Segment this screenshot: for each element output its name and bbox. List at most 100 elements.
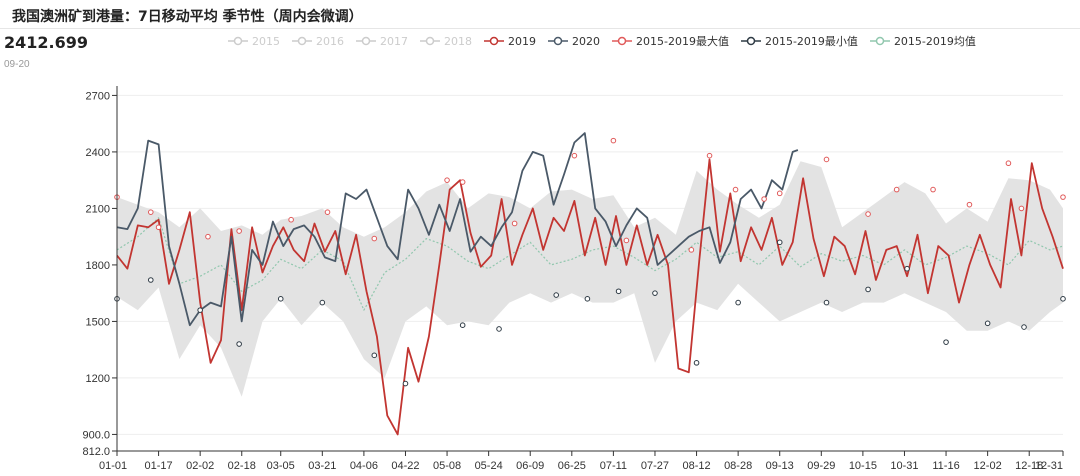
legend-item-2015-2019均值[interactable]: 2015-2019均值 xyxy=(869,33,976,49)
x-tick-label: 11-16 xyxy=(932,460,959,472)
legend-item-2020[interactable]: 2020 xyxy=(548,35,600,48)
legend-line-circle-icon xyxy=(740,36,761,46)
legend-line-circle-icon xyxy=(292,36,312,46)
x-tick-label: 10-31 xyxy=(890,460,918,472)
legend-item-2015[interactable]: 2015 xyxy=(228,35,280,48)
min-point xyxy=(904,265,910,272)
max-point xyxy=(610,137,617,144)
max-point xyxy=(1005,160,1012,167)
x-tick-label: 03-05 xyxy=(267,460,295,472)
legend-item-2019[interactable]: 2019 xyxy=(484,35,536,48)
max-point xyxy=(371,235,378,242)
min-point xyxy=(459,322,466,328)
min-point xyxy=(147,277,154,283)
y-tick-label: 1800 xyxy=(86,260,110,272)
min-point xyxy=(277,296,284,302)
min-point xyxy=(236,341,242,347)
max-point xyxy=(511,220,518,227)
x-tick-label: 12-02 xyxy=(974,460,1002,472)
legend-item-2017[interactable]: 2017 xyxy=(356,35,408,48)
min-point xyxy=(1021,324,1027,330)
series-line-2020 xyxy=(116,132,799,327)
y-tick-label: 2400 xyxy=(86,147,110,159)
min-point xyxy=(553,292,560,298)
max-point xyxy=(623,237,630,244)
chart-title: 我国澳洲矿到港量：7日移动平均 季节性（周内会微调） xyxy=(12,9,363,25)
legend-line-circle-icon xyxy=(420,36,440,46)
max-point xyxy=(459,179,466,185)
legend-label: 2015-2019最大值 xyxy=(636,35,729,48)
current-value: 2412.699 xyxy=(4,33,89,52)
max-point xyxy=(776,190,783,197)
min-point xyxy=(776,239,783,246)
max-point xyxy=(1060,194,1066,200)
title-divider xyxy=(0,28,1080,29)
x-tick-label: 07-11 xyxy=(600,460,627,472)
max-point xyxy=(571,152,578,159)
min-max-band xyxy=(117,161,1063,397)
min-point xyxy=(652,290,658,296)
min-point xyxy=(865,286,871,293)
min-point xyxy=(615,288,622,295)
max-point xyxy=(732,186,739,193)
x-tick-label: 06-09 xyxy=(516,460,544,472)
y-tick-label: 2700 xyxy=(86,90,110,102)
min-point xyxy=(735,299,741,306)
y-tick-label: 1500 xyxy=(86,316,110,328)
x-tick-label: 04-06 xyxy=(350,460,378,472)
x-tick-label: 05-24 xyxy=(475,460,503,472)
y-tick-label: 900.0 xyxy=(82,429,110,441)
min-point xyxy=(823,299,830,306)
chart-legend: 2015 2016 2017 2018 2019 2020 2015-2019最大值 2015… xyxy=(228,33,988,49)
x-tick-label: 03-21 xyxy=(308,460,336,472)
series-line-2019 xyxy=(116,158,1064,436)
max-point xyxy=(893,186,900,193)
legend-label: 2018 xyxy=(444,34,472,48)
x-tick-label: 12-18 xyxy=(1015,460,1043,472)
y-tick-label: 812.0 xyxy=(82,446,110,458)
x-tick-label: 02-18 xyxy=(228,460,256,472)
min-point xyxy=(693,360,700,366)
max-point xyxy=(155,224,162,231)
max-point xyxy=(147,209,154,215)
current-date: 09-20 xyxy=(4,59,30,70)
max-point xyxy=(1018,205,1025,212)
legend-line-circle-icon xyxy=(484,36,504,46)
legend-line-circle-icon xyxy=(548,36,568,46)
x-tick-label: 12-31 xyxy=(1035,460,1063,472)
max-point xyxy=(688,247,695,253)
x-tick-label: 09-29 xyxy=(807,460,835,472)
x-tick-label: 06-25 xyxy=(558,460,586,472)
x-tick-label: 08-28 xyxy=(724,460,752,472)
max-point xyxy=(761,196,767,202)
legend-line-circle-icon xyxy=(228,36,248,46)
max-point xyxy=(205,233,211,240)
max-point xyxy=(865,211,871,217)
legend-item-2015-2019最大值[interactable]: 2015-2019最大值 xyxy=(612,33,729,49)
max-point xyxy=(444,177,450,183)
x-tick-label: 07-27 xyxy=(641,460,669,472)
min-point xyxy=(496,326,502,332)
x-tick-label: 10-15 xyxy=(849,460,877,472)
min-point xyxy=(371,352,378,359)
max-point xyxy=(823,156,830,163)
legend-label: 2016 xyxy=(316,34,344,48)
max-point xyxy=(236,228,242,234)
legend-label: 2015 xyxy=(252,34,280,48)
series-line-2015-2019均值 xyxy=(116,217,1064,311)
max-point xyxy=(966,201,973,208)
legend-item-2016[interactable]: 2016 xyxy=(292,35,344,48)
min-point xyxy=(584,296,591,302)
min-point xyxy=(319,299,326,306)
max-point xyxy=(930,186,936,193)
min-point xyxy=(197,307,203,313)
legend-line-circle-icon xyxy=(869,36,890,46)
legend-label: 2017 xyxy=(380,34,408,48)
legend-line-circle-icon xyxy=(612,36,632,46)
legend-item-2018[interactable]: 2018 xyxy=(420,35,472,48)
max-point xyxy=(324,209,331,215)
x-tick-label: 01-01 xyxy=(99,460,127,472)
x-tick-label: 08-12 xyxy=(682,460,710,472)
legend-line-circle-icon xyxy=(356,36,376,46)
legend-item-2015-2019最小值[interactable]: 2015-2019最小值 xyxy=(740,33,858,49)
